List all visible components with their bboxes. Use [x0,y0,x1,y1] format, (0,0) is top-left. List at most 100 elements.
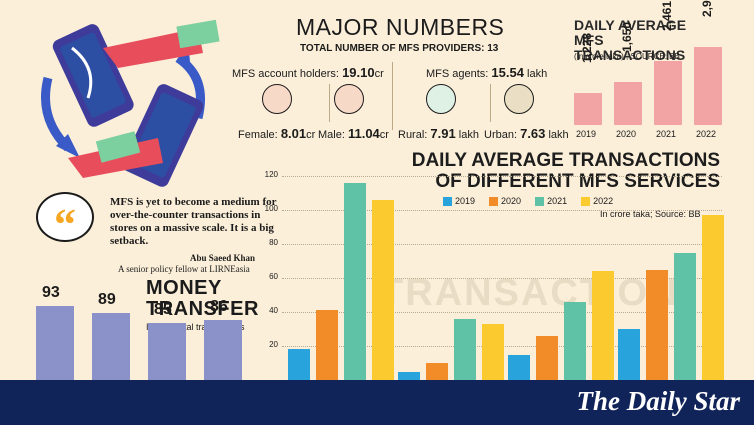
service-bar [372,199,394,380]
urban-icon [504,84,534,114]
service-bar [398,371,420,380]
agents-stat: MFS agents: 15.54 lakh [426,65,547,80]
urban-stat: Urban: 7.63 lakh [484,126,569,141]
footer-bar: The Daily Star [0,380,754,425]
account-holders-label: MFS account holders: [232,68,339,80]
rural-value: 7.91 [430,126,456,141]
urban-unit: lakh [548,129,569,141]
service-bar [508,354,530,380]
female-avatar-icon [262,84,292,114]
agents-value: 15.54 [491,65,524,80]
male-label: Male: [318,129,345,141]
account-holders-stat: MFS account holders: 19.10cr [232,65,384,80]
legend-item: 2021 [535,196,567,206]
daily-bar [574,93,602,125]
male-stat: Male: 11.04cr [318,126,389,141]
mfs-providers-count: TOTAL NUMBER OF MFS PROVIDERS: 13 [300,43,499,54]
legend-item: 2019 [443,196,475,206]
service-bar [454,318,476,380]
area-divider [490,84,491,122]
legend-item: 2022 [581,196,613,206]
money-transfer-bar [148,323,186,380]
gender-divider [329,84,330,122]
services-legend: 2019 2020 2021 2022 [443,196,613,206]
female-unit: cr [306,129,316,141]
service-bar [674,252,696,380]
agents-label: MFS agents: [426,68,489,80]
male-unit: cr [379,129,389,141]
legend-swatch [443,196,452,206]
money-transfer-value: 89 [98,290,116,308]
daily-year-label: 2021 [656,129,677,139]
money-transfer-value: 93 [42,284,60,301]
money-transfer-bar [92,312,130,380]
major-numbers-title: MAJOR NUMBERS [296,14,505,40]
rural-unit: lakh [458,129,479,141]
grid-line [282,278,722,279]
male-avatar-icon [334,84,364,114]
service-bar [646,269,668,380]
daily-average-chart: 1,228 2019 1,650 2020 2,461 2021 2,989 2022 [566,0,746,150]
service-bar [536,335,558,380]
service-bar [344,182,366,380]
transaction-watermark: TRANSACTION [380,272,679,314]
rural-icon [426,84,456,114]
service-bar [426,363,448,380]
services-subtitle: In crore taka; Source: BB [600,209,701,219]
money-transfer-bar [204,320,242,380]
legend-label: 2019 [455,196,476,206]
grid-line [282,244,722,245]
grid-line [282,312,722,313]
quote-author: Abu Saeed Khan [190,253,256,263]
daily-bar [694,47,722,125]
quote-role: A senior policy fellow at LIRNEasia [118,264,250,274]
money-transfer-bar [36,306,74,380]
daily-year-label: 2019 [576,129,597,139]
quote-text: MFS is yet to become a medium for over-t… [110,196,277,247]
y-tick-label: 120 [264,170,278,179]
urban-value: 7.63 [520,126,546,141]
daily-average-subtitle: (In crore taka) ; SOURCE: BB [574,52,680,61]
y-tick-label: 20 [269,340,278,349]
daily-year-label: 2020 [616,129,637,139]
money-transfer-value: 85 [154,301,172,318]
y-tick-label: 60 [269,272,278,281]
account-holders-unit: cr [374,68,384,80]
service-bar [564,301,586,380]
daily-bar [614,82,642,125]
daily-bar-label: 1,650 [620,22,634,53]
service-bar [618,329,640,380]
daily-bar-label: 2,989 [700,0,714,18]
daily-bar [654,61,682,125]
service-bar [316,310,338,380]
agents-unit: lakh [527,68,548,80]
legend-swatch [535,196,545,206]
legend-swatch [581,196,591,206]
legend-label: 2022 [593,196,614,206]
female-label: Female: [238,129,278,141]
service-bar [592,271,614,380]
money-transfer-illustration [41,19,220,187]
money-transfer-subtitle: In % of total transactions [146,322,245,332]
service-bar [482,323,504,380]
legend-swatch [489,196,499,206]
female-value: 8.01 [280,126,307,141]
legend-label: 2021 [547,196,568,206]
legend-label: 2020 [501,196,522,206]
quote-icon: “ [36,192,94,249]
daily-bar-label: 2,461 [660,0,674,32]
service-bar [288,349,310,380]
daily-year-label: 2022 [696,129,717,139]
grid-line [282,210,722,211]
rural-stat: Rural: 7.91 lakh [398,126,479,141]
stats-divider [392,62,393,130]
y-tick-label: 80 [269,238,278,247]
daily-bar-label: 1,228 [580,33,594,64]
money-transfer-chart: 93 89 85 86 [0,270,260,380]
money-transfer-value: 86 [210,298,228,316]
y-tick-label: 40 [269,306,278,315]
female-stat: Female: 8.01cr [238,126,315,141]
legend-item: 2020 [489,196,521,206]
service-bar [702,215,724,380]
daily-average-title: DAILY AVERAGE MFS TRANSACTIONS [574,17,687,63]
